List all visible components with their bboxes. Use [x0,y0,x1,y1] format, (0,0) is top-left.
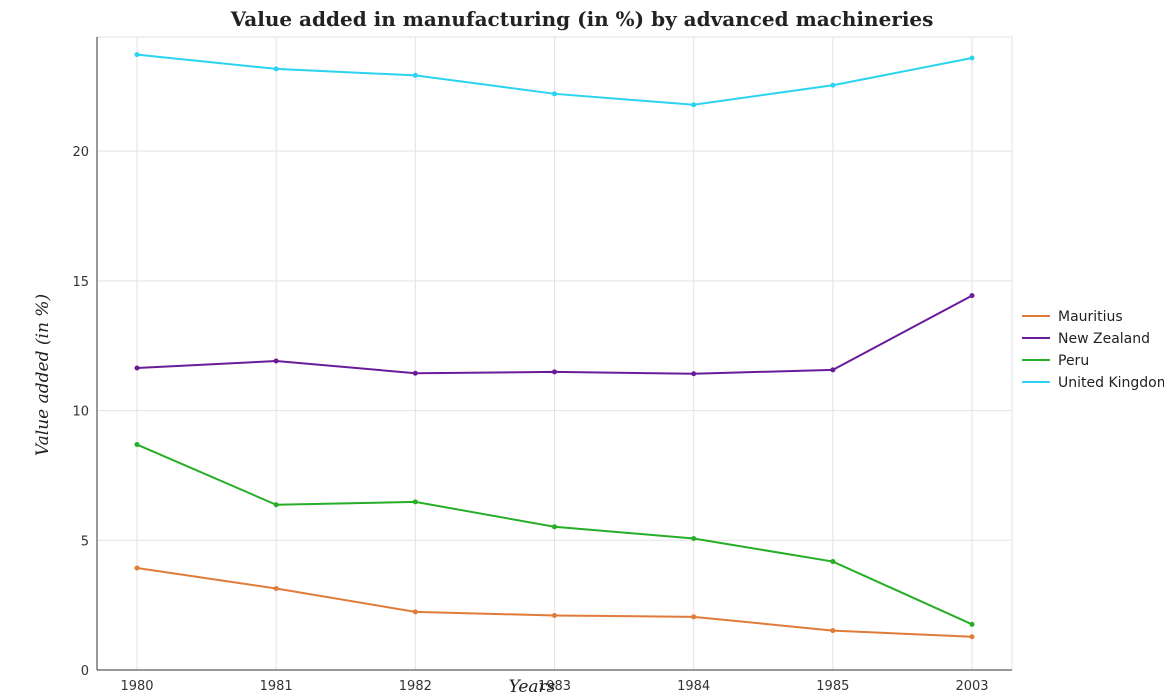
axes: 0 5 10 15 20 1980 1981 1982 1983 1984 1985 2003 [72,37,1012,694]
x-tick-label: 1985 [816,679,849,694]
data-point [830,82,836,88]
data-point [412,609,418,615]
data-point [830,559,836,565]
data-point [552,91,557,97]
data-point [691,102,697,108]
x-tick-label: 2003 [955,679,988,694]
data-point [552,524,557,530]
data-point [134,52,140,58]
data-point [273,66,279,72]
chart-title: Value added in manufacturing (in %) by a… [230,7,934,31]
data-point [273,502,279,508]
data-point [691,535,697,541]
data-point [412,370,418,376]
data-point [273,586,279,592]
data-point [691,614,697,620]
data-point [134,442,140,448]
legend-label: New Zealand [1058,331,1150,347]
x-tick-label: 1980 [120,679,153,694]
data-point [969,55,975,61]
data-point [969,293,975,299]
data-point [552,369,557,375]
y-tick-label: 0 [81,664,89,679]
data-point [552,613,557,619]
legend-label: Mauritius [1058,309,1123,325]
x-tick-label: 1982 [399,679,432,694]
data-point [412,499,418,505]
data-point [969,634,975,640]
data-point [273,358,279,364]
y-axis-label: Value added (in %) [33,294,53,456]
data-point [412,72,418,78]
grid-lines [96,36,1013,671]
data-point [134,565,140,571]
legend-label: Peru [1058,353,1089,369]
data-point [830,367,836,373]
data-point [969,621,975,627]
x-axis-label: Years [509,677,556,697]
legend-label: United Kingdom [1058,375,1164,391]
y-tick-label: 5 [81,534,89,549]
x-tick-label: 1983 [538,679,571,694]
y-tick-label: 20 [72,145,89,160]
legend: Mauritius New Zealand Peru United Kingdom [1022,309,1164,391]
data-point [134,365,140,371]
x-tick-label: 1981 [260,679,293,694]
data-point [691,371,697,377]
y-tick-label: 10 [72,405,89,420]
y-tick-label: 15 [72,275,89,290]
x-tick-label: 1984 [677,679,710,694]
data-point [830,628,836,634]
series-lines [134,52,975,640]
